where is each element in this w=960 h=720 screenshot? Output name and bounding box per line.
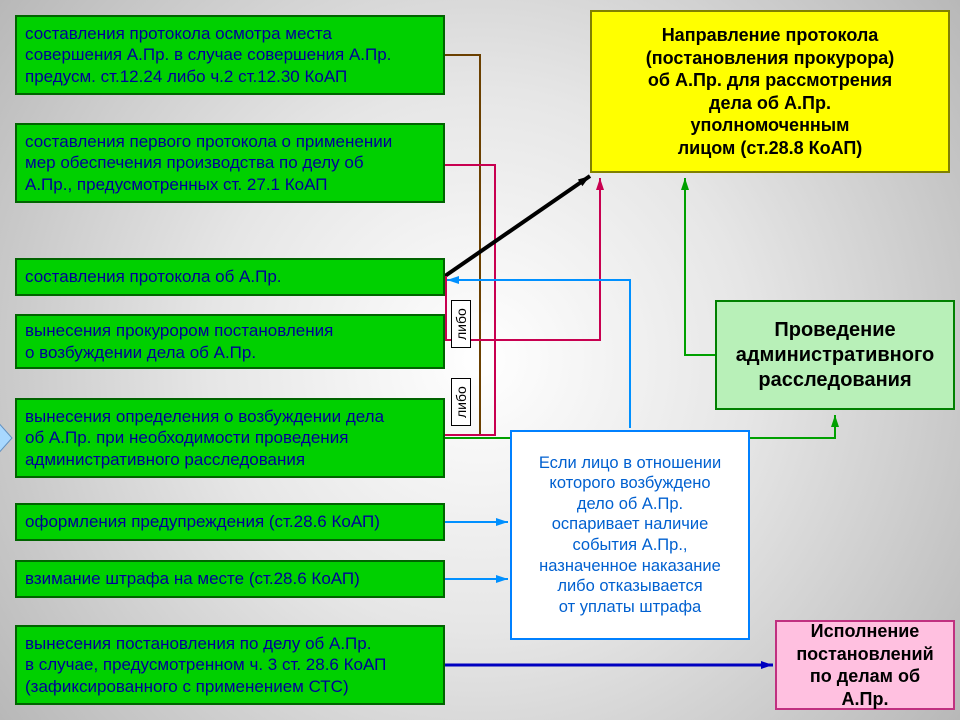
text-line: расследования	[725, 368, 945, 393]
arrowhead-a4	[596, 178, 604, 190]
arrowhead-a10	[761, 661, 773, 669]
edge-a6	[685, 178, 715, 355]
text-line: вынесения постановления по делу об А.Пр.	[25, 633, 435, 654]
text-line: которого возбуждено	[520, 473, 740, 494]
text-line: оформления предупреждения (ст.28.6 КоАП)	[25, 511, 435, 532]
text-line: об А.Пр. для рассмотрения	[600, 69, 940, 92]
arrowhead-a8	[496, 575, 508, 583]
arrowhead-a3	[578, 176, 590, 186]
text-line: Проведение	[725, 318, 945, 343]
text-line: Направление протокола	[600, 24, 940, 47]
green-box-1: составления протокола осмотра местасовер…	[15, 15, 445, 95]
arrowhead-a5	[831, 415, 839, 427]
arrowhead-a7	[496, 518, 508, 526]
text-line: А.Пр., предусмотренных ст. 27.1 КоАП	[25, 174, 435, 195]
text-line: от уплаты штрафа	[520, 597, 740, 618]
arrowhead-a9	[447, 276, 459, 284]
green-box-8: вынесения постановления по делу об А.Пр.…	[15, 625, 445, 705]
green-box-6: оформления предупреждения (ст.28.6 КоАП)	[15, 503, 445, 541]
text-line: предусм. ст.12.24 либо ч.2 ст.12.30 КоАП	[25, 66, 435, 87]
green-box-4: вынесения прокурором постановленияо возб…	[15, 314, 445, 369]
text-line: административного расследования	[25, 449, 435, 470]
text-line: о возбуждении дела об А.Пр.	[25, 342, 435, 363]
text-line: административного	[725, 343, 945, 368]
libo-label-1: либо	[451, 378, 471, 426]
green-box-3: составления протокола об А.Пр.	[15, 258, 445, 296]
investigation-box: Проведениеадминистративногорасследования	[715, 300, 955, 410]
text-line: вынесения определения о возбуждении дела	[25, 406, 435, 427]
text-line: либо отказывается	[520, 576, 740, 597]
text-line: составления протокола об А.Пр.	[25, 266, 435, 287]
edge-a1	[15, 55, 480, 435]
text-line: в случае, предусмотренном ч. 3 ст. 28.6 …	[25, 654, 435, 675]
text-line: составления первого протокола о применен…	[25, 131, 435, 152]
edge-a2	[15, 165, 495, 435]
text-line: постановлений	[785, 643, 945, 666]
text-line: об А.Пр. при необходимости проведения	[25, 427, 435, 448]
green-box-7: взимание штрафа на месте (ст.28.6 КоАП)	[15, 560, 445, 598]
text-line: мер обеспечения производства по делу об	[25, 152, 435, 173]
text-line: события А.Пр.,	[520, 535, 740, 556]
text-line: дела об А.Пр.	[600, 92, 940, 115]
text-line: оспаривает наличие	[520, 514, 740, 535]
text-line: по делам об А.Пр.	[785, 665, 945, 710]
text-line: (зафиксированного с применением СТС)	[25, 676, 435, 697]
text-line: уполномоченным	[600, 114, 940, 137]
text-line: Если лицо в отношении	[520, 453, 740, 474]
yellow-direction-box: Направление протокола(постановления прок…	[590, 10, 950, 173]
text-line: (постановления прокурора)	[600, 47, 940, 70]
edge-a3	[445, 176, 590, 276]
edge-a9	[447, 280, 630, 428]
text-line: взимание штрафа на месте (ст.28.6 КоАП)	[25, 568, 435, 589]
libo-label-0: либо	[451, 300, 471, 348]
text-line: вынесения прокурором постановления	[25, 320, 435, 341]
condition-box: Если лицо в отношениикоторого возбуждено…	[510, 430, 750, 640]
text-line: Исполнение	[785, 620, 945, 643]
text-line: дело об А.Пр.	[520, 494, 740, 515]
arrowhead-a6	[681, 178, 689, 190]
execution-box: Исполнениепостановленийпо делам об А.Пр.	[775, 620, 955, 710]
green-box-2: составления первого протокола о применен…	[15, 123, 445, 203]
text-line: назначенное наказание	[520, 556, 740, 577]
green-box-5: вынесения определения о возбуждении дела…	[15, 398, 445, 478]
text-line: лицом (ст.28.8 КоАП)	[600, 137, 940, 160]
text-line: совершения А.Пр. в случае совершения А.П…	[25, 44, 435, 65]
text-line: составления протокола осмотра места	[25, 23, 435, 44]
